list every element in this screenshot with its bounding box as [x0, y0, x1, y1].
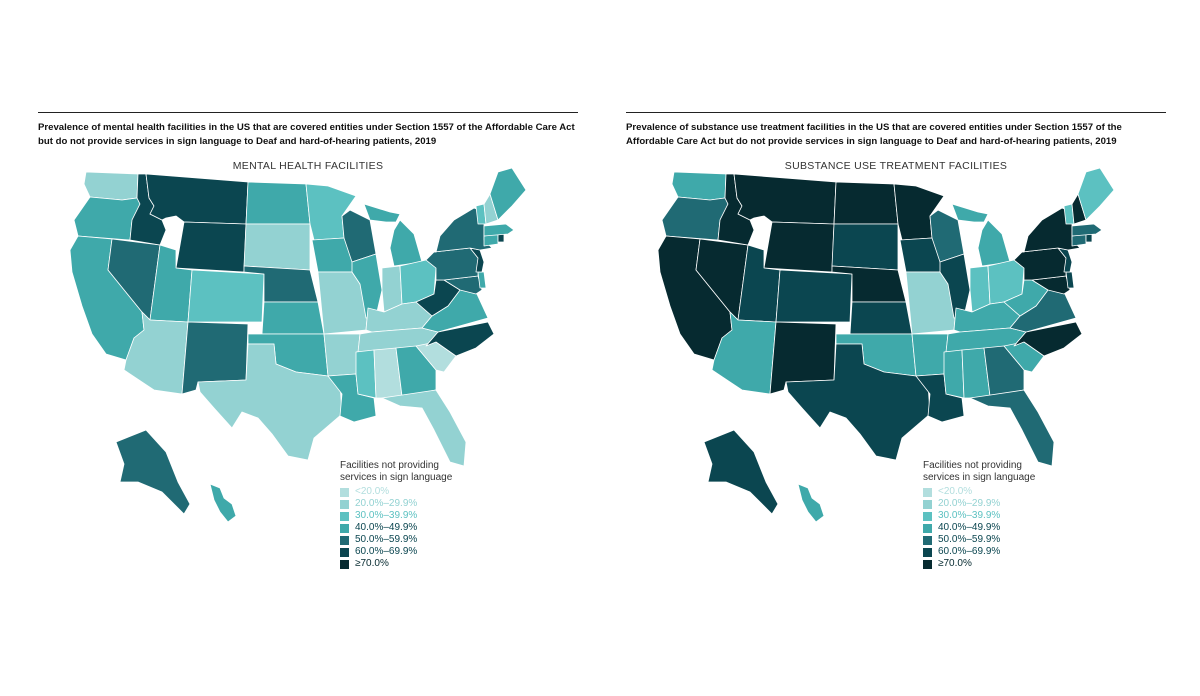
state-ak [703, 429, 779, 515]
legend-item: 30.0%–39.9% [923, 510, 1035, 522]
state-mt [145, 173, 249, 225]
caption-rule [38, 112, 578, 113]
legend-label: 40.0%–49.9% [938, 522, 1001, 533]
state-mt [733, 173, 837, 225]
legend-item: ≥70.0% [923, 558, 1035, 570]
figure-caption: Prevalence of mental health facilities i… [38, 122, 575, 147]
legend-item: 30.0%–39.9% [340, 510, 452, 522]
state-ri [497, 233, 505, 243]
legend-item: 50.0%–59.9% [923, 534, 1035, 546]
legend-swatch [340, 535, 349, 545]
state-ma [483, 223, 515, 237]
state-ar [911, 333, 949, 377]
us-choropleth-map [69, 167, 527, 523]
state-ri [1085, 233, 1093, 243]
legend-label: ≥70.0% [355, 558, 389, 569]
state-me [489, 167, 527, 221]
state-nc [1013, 321, 1083, 357]
state-or [73, 196, 141, 241]
legend-item: 40.0%–49.9% [923, 522, 1035, 534]
legend-item: 20.0%–29.9% [923, 498, 1035, 510]
legend-label: 50.0%–59.9% [938, 534, 1001, 545]
legend-item: <20.0% [923, 486, 1035, 498]
state-hi [209, 483, 237, 523]
legend-swatch [923, 511, 932, 521]
legend-item: 20.0%–29.9% [340, 498, 452, 510]
legend-label: <20.0% [355, 486, 390, 497]
us-choropleth-map [657, 167, 1115, 523]
legend-label: 20.0%–29.9% [355, 498, 418, 509]
state-ks [849, 301, 913, 335]
state-wa [671, 171, 727, 201]
state-ak [115, 429, 191, 515]
legend: Facilities not providing services in sig… [340, 460, 452, 570]
legend-label: 60.0%–69.9% [938, 546, 1001, 557]
legend-item: 60.0%–69.9% [923, 546, 1035, 558]
legend-swatch [340, 559, 349, 569]
legend-label: 20.0%–29.9% [938, 498, 1001, 509]
legend-item: <20.0% [340, 486, 452, 498]
state-hi [797, 483, 825, 523]
legend-swatch [923, 523, 932, 533]
legend-label: 60.0%–69.9% [355, 546, 418, 557]
state-wy [763, 221, 835, 273]
state-nd [833, 181, 899, 225]
legend-swatch [923, 535, 932, 545]
legend-swatch [340, 523, 349, 533]
legend-swatch [923, 547, 932, 557]
map-title: SUBSTANCE USE TREATMENT FACILITIES [784, 160, 1008, 172]
legend-label: 50.0%–59.9% [355, 534, 418, 545]
legend-label: 30.0%–39.9% [938, 510, 1001, 521]
legend-label: 40.0%–49.9% [355, 522, 418, 533]
legend-label: ≥70.0% [938, 558, 972, 569]
state-nd [245, 181, 311, 225]
legend-item: 40.0%–49.9% [340, 522, 452, 534]
state-wa [83, 171, 139, 201]
legend-label: 30.0%–39.9% [355, 510, 418, 521]
legend-swatch [340, 511, 349, 521]
state-nc [425, 321, 495, 357]
map-title: MENTAL HEALTH FACILITIES [232, 160, 384, 172]
state-sd [243, 223, 311, 271]
state-me [1077, 167, 1115, 221]
state-ms [355, 349, 377, 399]
state-tx [785, 343, 931, 461]
state-fl [381, 389, 467, 467]
legend-item: ≥70.0% [340, 558, 452, 570]
substance-use-panel: Prevalence of substance use treatment fa… [626, 112, 1166, 582]
state-wy [175, 221, 247, 273]
figure-caption: Prevalence of substance use treatment fa… [626, 122, 1122, 147]
legend-item: 60.0%–69.9% [340, 546, 452, 558]
legend-swatch [923, 487, 932, 497]
legend-title: Facilities not providing services in sig… [340, 460, 453, 483]
legend-title: Facilities not providing services in sig… [923, 460, 1036, 483]
state-ms [943, 349, 965, 399]
legend-swatch [923, 499, 932, 509]
state-ks [261, 301, 325, 335]
legend-swatch [340, 547, 349, 557]
legend-label: <20.0% [938, 486, 973, 497]
state-sd [831, 223, 899, 271]
state-ma [1071, 223, 1103, 237]
state-co [187, 269, 265, 323]
legend-swatch [923, 559, 932, 569]
state-ar [323, 333, 361, 377]
legend: Facilities not providing services in sig… [923, 460, 1035, 570]
legend-swatch [340, 499, 349, 509]
state-or [661, 196, 729, 241]
legend-item: 50.0%–59.9% [340, 534, 452, 546]
state-tx [197, 343, 343, 461]
caption-rule [626, 112, 1166, 113]
legend-swatch [340, 487, 349, 497]
mental-health-panel: Prevalence of mental health facilities i… [38, 112, 578, 582]
state-fl [969, 389, 1055, 467]
state-co [775, 269, 853, 323]
